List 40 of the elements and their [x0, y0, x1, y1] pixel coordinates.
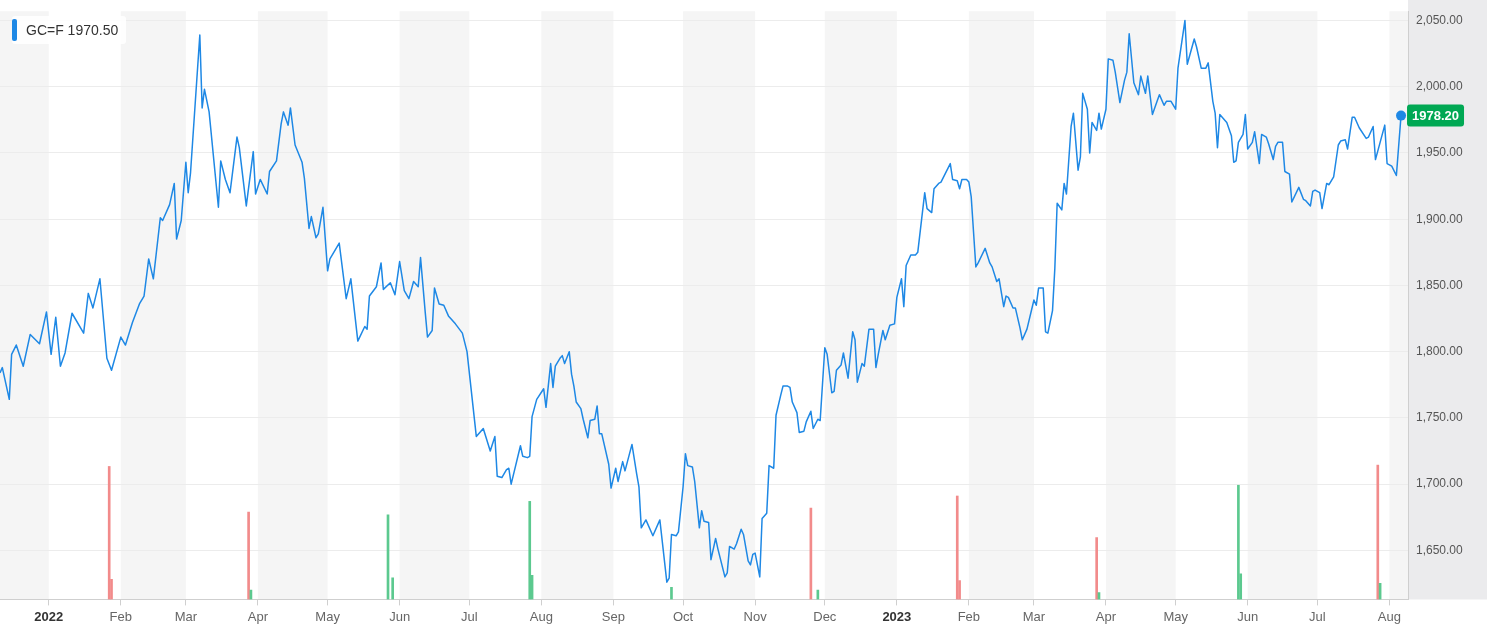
bar [391, 577, 394, 600]
x-tick-label: May [315, 608, 341, 624]
x-tick-label: Oct [672, 608, 694, 624]
y-tick-label: 1,800.00 [1416, 343, 1464, 358]
bar [670, 586, 673, 600]
y-tick-label: 1,850.00 [1416, 277, 1464, 292]
y-tick-label: 1,750.00 [1416, 410, 1464, 425]
x-tick-label: Jun [389, 608, 411, 624]
x-tick-label: Nov [743, 608, 768, 624]
annotation: 1978.20 [1412, 108, 1460, 124]
x-tick-label: 2022 [34, 608, 64, 624]
x-tick-label: Jun [1237, 608, 1259, 624]
x-tick-label: Apr [1095, 608, 1117, 624]
x-tick-label: Jul [1309, 608, 1326, 624]
x-tick-label: Jul [461, 608, 478, 624]
x-tick-label: 2023 [882, 608, 912, 624]
y-tick-label: 2,000.00 [1416, 79, 1464, 94]
x-tick-label: May [1163, 608, 1189, 624]
x-tick-label: Aug [529, 608, 553, 624]
bar [528, 501, 532, 600]
x-tick-label: Dec [813, 608, 837, 624]
y-tick-label: 2,050.00 [1416, 12, 1464, 27]
x-tick-label: Feb [109, 608, 133, 624]
y-tick-label: 1,900.00 [1416, 211, 1464, 226]
bar [1376, 464, 1380, 600]
bar [1095, 537, 1098, 600]
x-tick-label: Apr [247, 608, 269, 624]
y-tick-label: 1,650.00 [1416, 542, 1464, 557]
y-tick-label: 1,950.00 [1416, 145, 1464, 160]
legend-label: GC=F 1970.50 [26, 22, 119, 38]
x-tick-label: Mar [1022, 608, 1046, 624]
x-tick-label: Mar [174, 608, 198, 624]
y-tick-label: 1,700.00 [1416, 476, 1464, 491]
x-tick-label: Feb [957, 608, 981, 624]
bar [955, 495, 959, 600]
bar [247, 511, 250, 600]
bar [107, 466, 111, 600]
x-tick-label: Aug [1377, 608, 1401, 624]
x-tick-label: Sep [601, 608, 625, 624]
bar [1237, 484, 1240, 600]
